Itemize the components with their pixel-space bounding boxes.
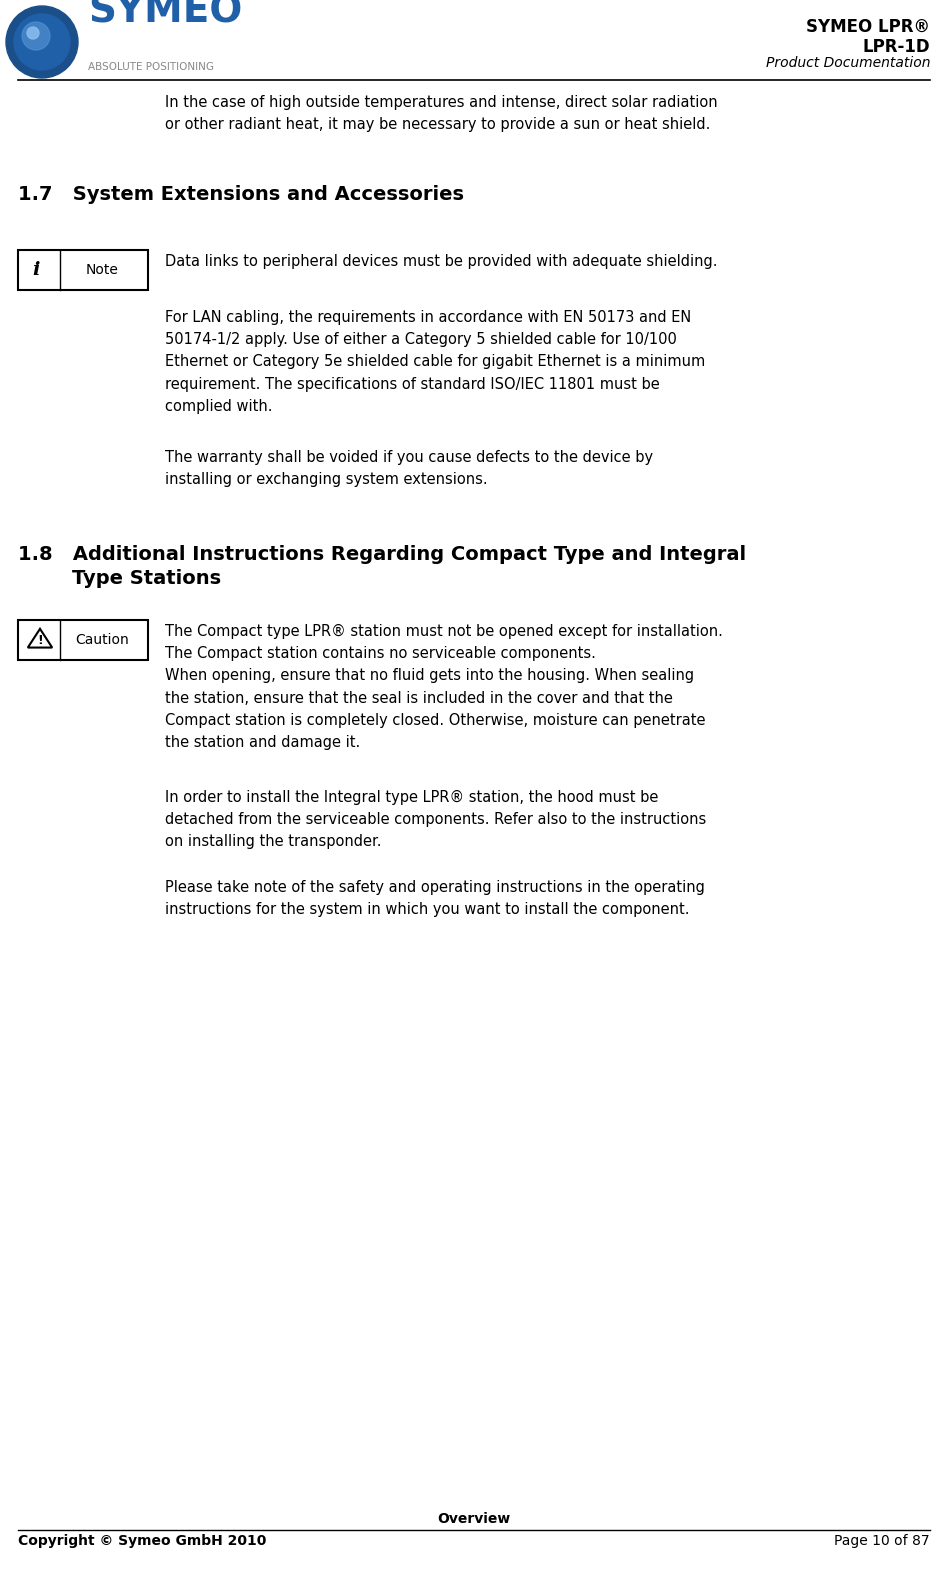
Text: Please take note of the safety and operating instructions in the operating
instr: Please take note of the safety and opera… xyxy=(165,880,705,917)
Text: The warranty shall be voided if you cause defects to the device by
installing or: The warranty shall be voided if you caus… xyxy=(165,450,653,488)
Text: Copyright © Symeo GmbH 2010: Copyright © Symeo GmbH 2010 xyxy=(18,1534,266,1548)
Bar xyxy=(18,250,148,290)
Text: i: i xyxy=(32,261,40,279)
Text: Note: Note xyxy=(85,263,118,277)
Text: For LAN cabling, the requirements in accordance with EN 50173 and EN
50174-1/2 a: For LAN cabling, the requirements in acc… xyxy=(165,310,706,413)
Circle shape xyxy=(14,14,70,70)
Bar xyxy=(18,621,148,660)
Text: ABSOLUTE POSITIONING: ABSOLUTE POSITIONING xyxy=(88,62,214,71)
Polygon shape xyxy=(27,628,52,647)
Text: 1.8   Additional Instructions Regarding Compact Type and Integral
        Type S: 1.8 Additional Instructions Regarding Co… xyxy=(18,545,746,589)
Text: Product Documentation: Product Documentation xyxy=(765,55,930,70)
Text: Overview: Overview xyxy=(437,1512,510,1526)
Text: SYMEO LPR®: SYMEO LPR® xyxy=(806,17,930,36)
Text: SYMEO: SYMEO xyxy=(88,0,242,30)
Circle shape xyxy=(27,27,39,40)
Text: In order to install the Integral type LPR® station, the hood must be
detached fr: In order to install the Integral type LP… xyxy=(165,790,706,850)
Text: Page 10 of 87: Page 10 of 87 xyxy=(834,1534,930,1548)
Text: !: ! xyxy=(37,635,43,647)
Text: The Compact type LPR® station must not be opened except for installation.
The Co: The Compact type LPR® station must not b… xyxy=(165,624,723,750)
Text: 1.7   System Extensions and Accessories: 1.7 System Extensions and Accessories xyxy=(18,185,464,204)
Text: In the case of high outside temperatures and intense, direct solar radiation
or : In the case of high outside temperatures… xyxy=(165,95,718,133)
Text: Caution: Caution xyxy=(75,633,129,647)
Circle shape xyxy=(6,6,78,78)
Text: Data links to peripheral devices must be provided with adequate shielding.: Data links to peripheral devices must be… xyxy=(165,253,718,269)
Circle shape xyxy=(22,22,50,51)
Text: LPR-1D: LPR-1D xyxy=(863,38,930,55)
